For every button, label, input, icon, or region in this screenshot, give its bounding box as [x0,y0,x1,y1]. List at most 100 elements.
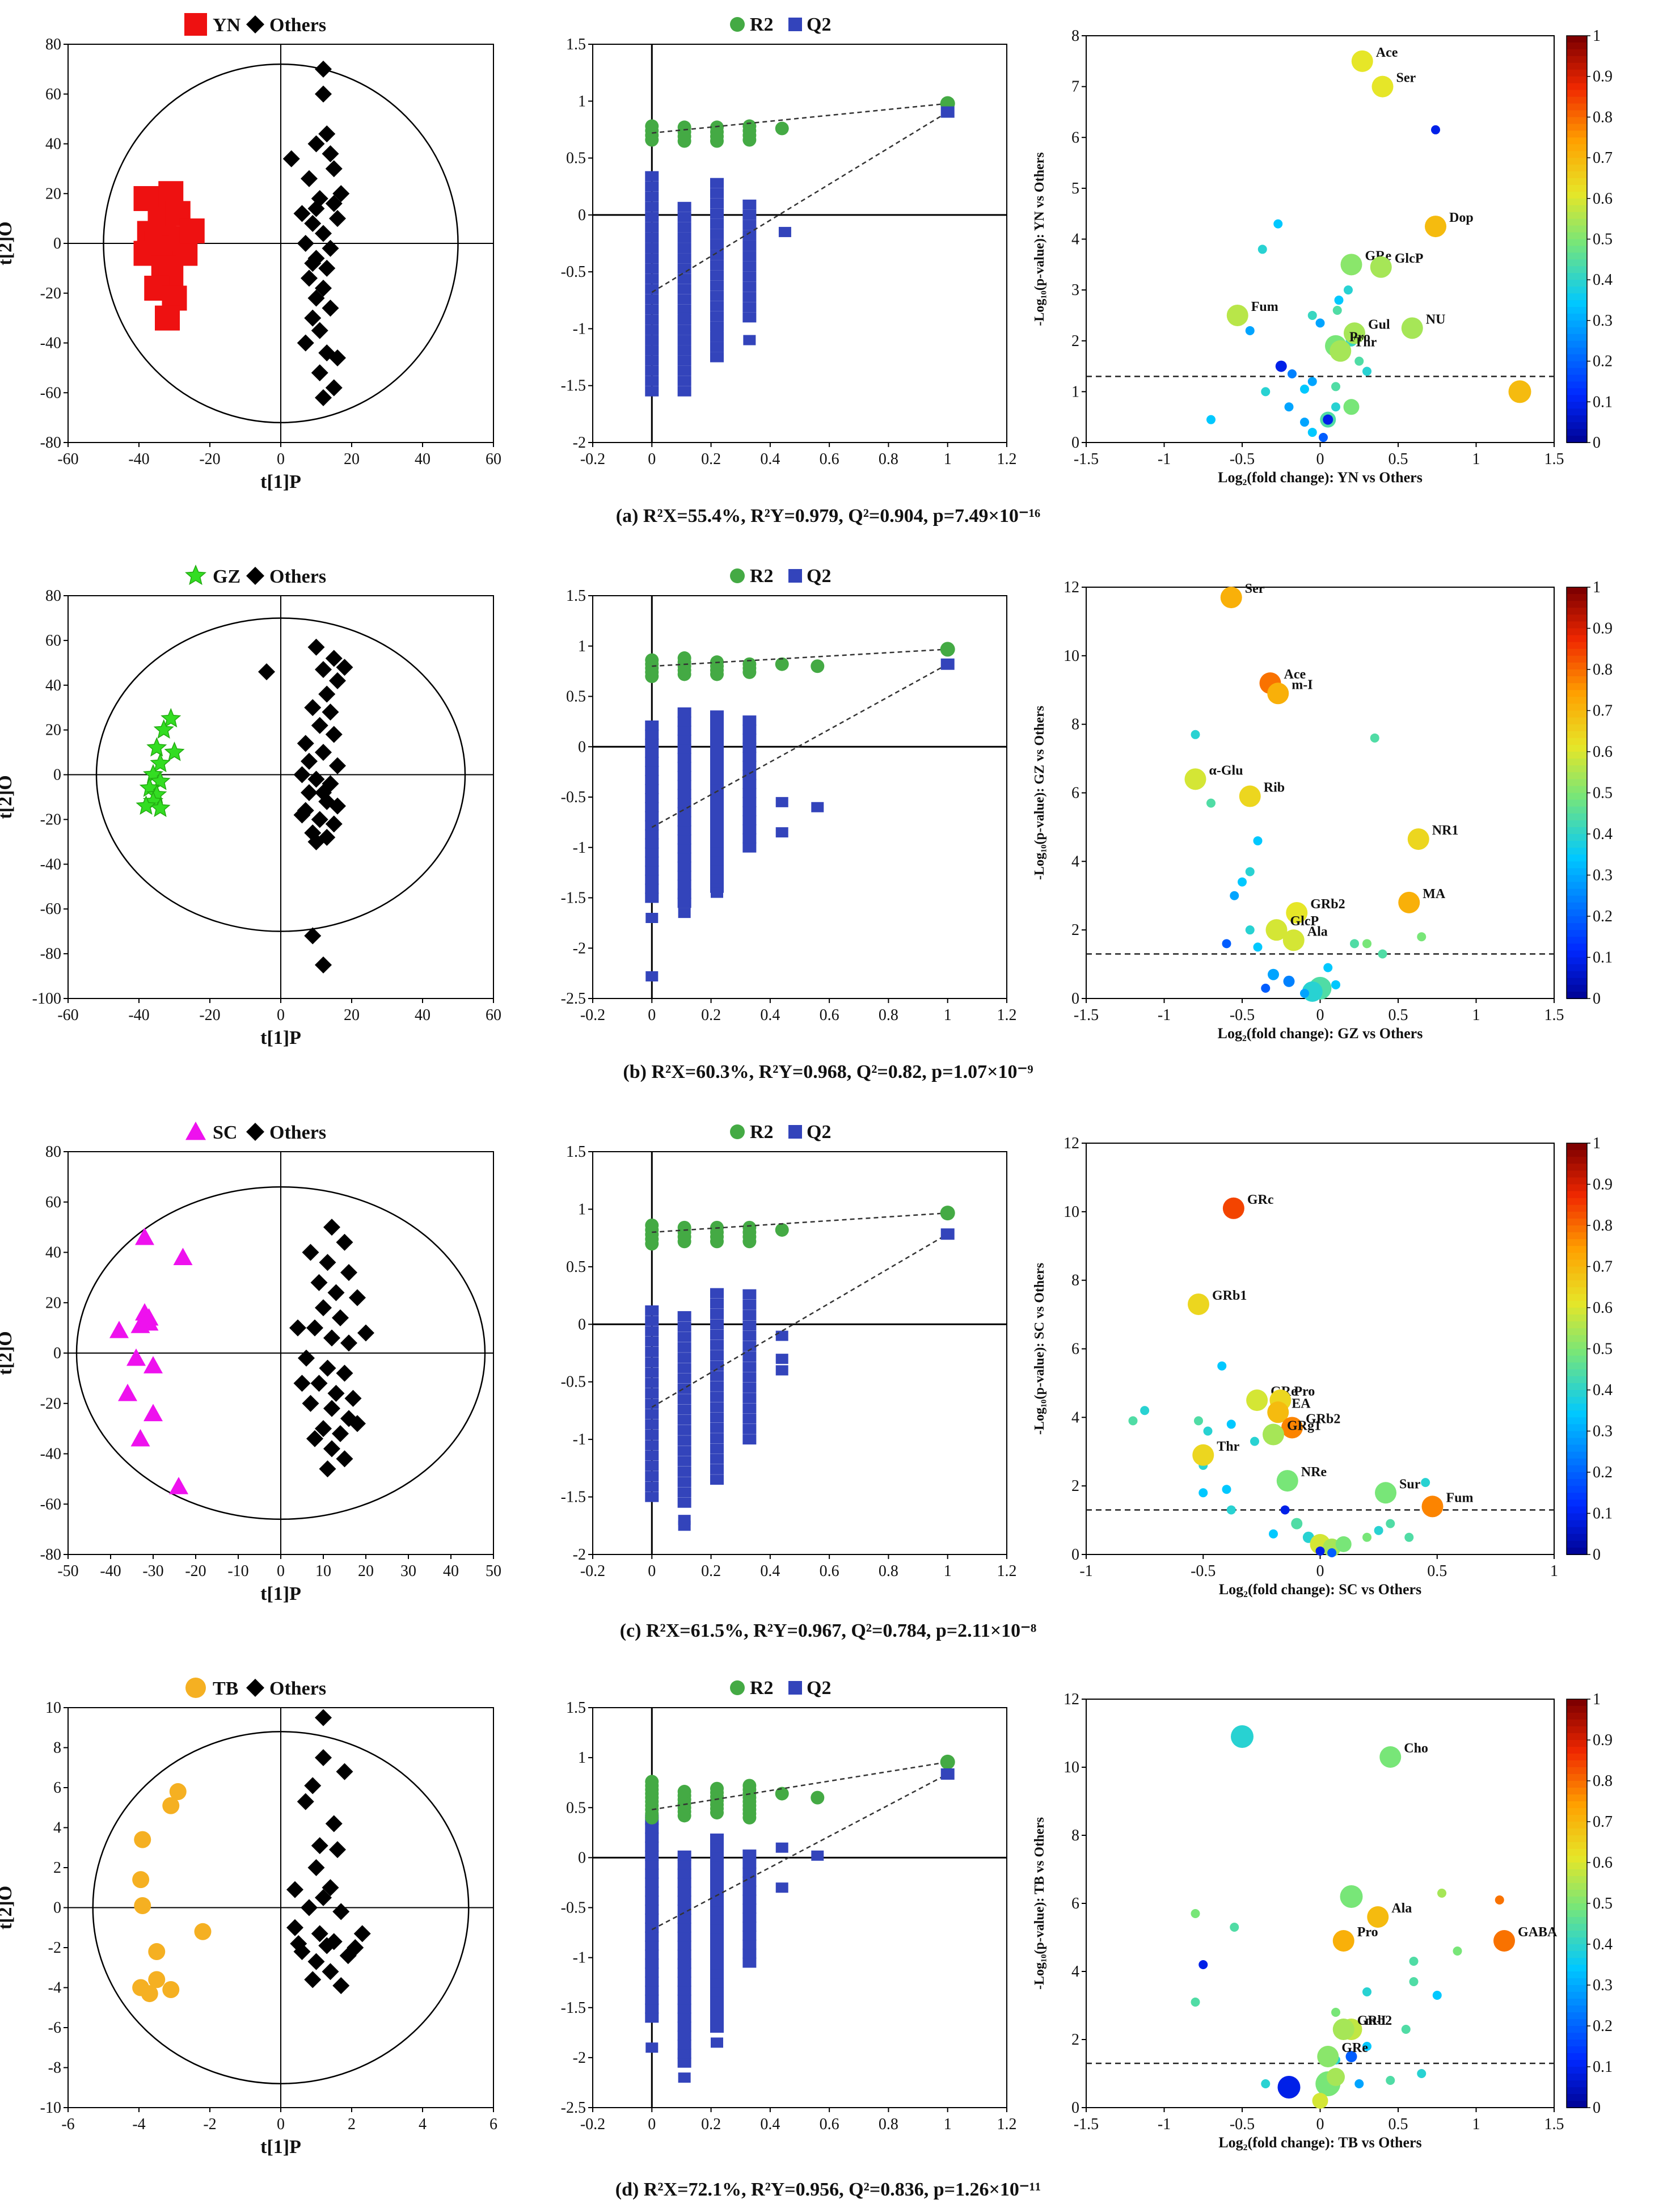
validation-ytick-label: -1 [573,1431,586,1448]
q2-permutation-point [645,1905,659,1915]
volcano-xtick-label: 0.5 [1389,450,1408,468]
q2-permutation-point [710,728,724,739]
pca-others-point [325,160,343,178]
pca-others-point [315,225,332,242]
q2-permutation-point [677,807,691,818]
colorbar-segment [1567,1342,1587,1350]
colorbar-segment [1567,1760,1587,1768]
q2-permutation-point [710,1402,724,1413]
q2-permutation-point [645,756,659,767]
validation-xtick-label: 0 [648,450,656,468]
pca-others-point [307,135,325,153]
q2-permutation-point [645,1471,659,1482]
volcano-point [1226,1419,1236,1429]
pca-others-point [307,200,325,217]
q2-permutation-point [677,761,691,772]
q2-permutation-point [710,738,724,748]
volcano-point-label: GRb2 [1306,1412,1340,1426]
pca-others-point [289,1319,306,1337]
pca-group-point [144,1356,163,1373]
pca-ytick-label: -20 [40,285,61,302]
hotelling-ellipse [75,1186,486,1520]
q2-permutation-point [710,1288,724,1299]
pca-legend-others-marker [246,15,264,33]
colorbar-segment [1567,1404,1587,1412]
volcano-point [1421,1478,1430,1488]
pca-others-point [344,1389,362,1407]
pca-legend-group-label: YN [213,15,241,36]
pca-xlabel: t[1]P [260,1583,301,1604]
q2-permutation-point [645,1398,659,1409]
volcano-point [1230,891,1239,900]
validation-ytick-label: 0 [578,738,586,756]
colorbar-segment [1567,1965,1587,1972]
q2-permutation-point [710,2013,724,2024]
pca-others-point [311,811,328,828]
pca-group-point [136,795,157,815]
q2-permutation-point [677,816,691,827]
colorbar-segment [1567,1849,1587,1856]
volcano-point [1280,1505,1290,1515]
q2-permutation-point [711,323,723,334]
panel-caption: (d) R²X=72.1%, R²Y=0.956, Q²=0.836, p=1.… [615,2179,1041,2200]
colorbar-segment [1567,1294,1587,1301]
panel-caption: (c) R²X=61.5%, R²Y=0.967, Q²=0.784, p=2.… [620,1620,1037,1641]
q2-permutation-point [710,1371,724,1381]
colorbar-segment [1567,1431,1587,1439]
volcano-ytick-label: 2 [1071,332,1079,350]
colorbar-segment [1567,703,1587,711]
r2-original-point [940,1754,955,1769]
colorbar-segment [1567,731,1587,739]
pca-others-point [340,1334,357,1352]
volcano-point [1300,418,1309,427]
volcano-point [1332,305,1342,315]
validation-ytick-label: -0.5 [561,789,586,806]
pca-others-point [325,815,343,833]
pca-plot-b: -60 -40 -20 0 20 40 60 80 60 40 20 0 -20 -40 -60 -80 -10… [0,564,501,1048]
r2-permutation-point [742,1220,757,1234]
q2-permutation-point [645,212,659,222]
q2-permutation-point [645,971,659,981]
pca-others-point [318,685,336,703]
colorbar-tick-label: 0.9 [1593,1176,1613,1194]
pca-xtick-label: 0 [277,2116,285,2133]
r2-regression-line [652,648,948,667]
q2-permutation-point [677,263,691,274]
pca-ytick-label: 20 [45,185,61,203]
pca-group-point [148,1971,166,1988]
q2-permutation-point [710,783,724,794]
colorbar-tick-label: 0.8 [1593,1217,1613,1234]
volcano-point [1331,382,1340,391]
pca-xtick-label: 30 [400,1562,416,1580]
q2-permutation-point [677,752,691,763]
colorbar-segment [1567,56,1587,64]
colorbar-segment [1567,1314,1587,1322]
pca-legend-others-label: Others [269,1122,326,1143]
colorbar-tick-label: 0.5 [1593,1895,1613,1912]
colorbar-segment [1567,212,1587,220]
pca-others-point [310,1274,328,1291]
volcano-point [1230,1923,1239,1932]
q2-permutation-point [742,312,757,323]
q2-permutation-point [677,789,691,799]
pca-xtick-label: 0 [277,1006,285,1024]
colorbar-segment [1567,1232,1587,1240]
q2-permutation-point [710,1986,724,1997]
colorbar-segment [1567,1999,1587,2006]
colorbar-segment [1567,1376,1587,1384]
colorbar-segment [1567,1951,1587,1958]
colorbar-segment [1567,158,1587,166]
colorbar-tick-label: 0.7 [1593,149,1613,167]
q2-permutation-point [645,304,659,315]
colorbar-segment [1567,655,1587,663]
validation-legend-q2-label: Q2 [807,566,831,587]
q2-permutation-point [677,2021,691,2032]
q2-permutation-point [677,1940,691,1951]
colorbar-segment [1567,759,1587,766]
pca-group-point [161,707,182,728]
q2-permutation-point [645,1409,659,1419]
volcano-point [1261,2079,1271,2088]
pca-others-point [319,1460,336,1478]
colorbar-segment [1567,415,1587,423]
